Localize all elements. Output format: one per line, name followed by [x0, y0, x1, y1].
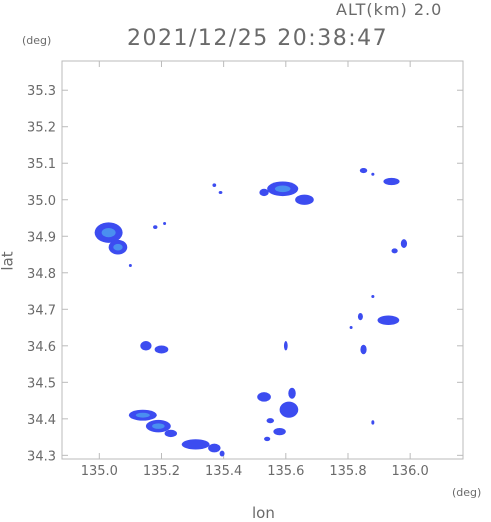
- echo-region: [257, 392, 271, 402]
- y-tick-label: 35.1: [27, 157, 56, 172]
- echo-region: [371, 295, 375, 299]
- echo-region: [377, 315, 400, 325]
- y-tick-label: 34.5: [27, 376, 56, 391]
- echo-region: [218, 190, 223, 194]
- echo-region: [219, 450, 225, 457]
- echo-region: [371, 420, 375, 425]
- timestamp-title: 2021/12/25 20:38:47: [127, 26, 389, 51]
- axis-ticks: 135.0 135.2 135.4 135.6 135.8 136.0 34.3 34.4 34…: [27, 61, 463, 479]
- echo-region: [181, 439, 210, 450]
- echo-region: [295, 194, 314, 205]
- echo-region: [359, 167, 368, 174]
- y-tick-label: 34.7: [27, 303, 56, 318]
- echo-region: [360, 344, 367, 355]
- echo-region: [264, 436, 271, 442]
- x-axis-label: lon: [252, 504, 275, 522]
- y-tick-label: 34.9: [27, 230, 56, 245]
- y-tick-label: 35.0: [27, 194, 56, 209]
- x-unit-label: (deg): [452, 486, 482, 499]
- echo-region: [259, 188, 269, 197]
- echo-region: [154, 345, 169, 354]
- echo-region: [208, 443, 221, 453]
- echo-region: [288, 387, 296, 399]
- echo-core: [274, 185, 291, 193]
- y-tick-label: 34.3: [27, 449, 56, 464]
- echo-region: [140, 341, 152, 351]
- echo-core: [113, 243, 123, 251]
- echo-region: [164, 429, 178, 438]
- echo-region: [283, 341, 288, 351]
- altitude-label: ALT(km) 2.0: [336, 0, 443, 19]
- y-tick-label: 35.2: [27, 121, 56, 136]
- echo-region: [279, 401, 299, 418]
- echo-regions: [94, 167, 408, 457]
- x-tick-label: 135.6: [267, 464, 304, 479]
- x-tick-label: 135.0: [81, 464, 118, 479]
- echo-region: [400, 239, 408, 248]
- y-tick-label: 35.3: [27, 84, 56, 99]
- echo-region: [153, 225, 158, 229]
- x-tick-label: 135.8: [329, 464, 366, 479]
- y-tick-label: 34.6: [27, 340, 56, 355]
- echo-region: [163, 221, 167, 225]
- echo-core: [101, 228, 116, 238]
- echo-region: [391, 248, 398, 254]
- echo-region: [273, 427, 286, 436]
- echo-core: [135, 412, 150, 418]
- echo-region: [212, 183, 217, 187]
- echo-region: [266, 418, 275, 424]
- echo-region: [383, 177, 400, 186]
- x-tick-label: 135.4: [205, 464, 242, 479]
- echo-region: [349, 326, 353, 330]
- x-tick-label: 135.2: [143, 464, 180, 479]
- y-tick-label: 34.4: [27, 413, 56, 428]
- echo-core: [152, 423, 165, 429]
- plot-frame: [61, 60, 464, 460]
- y-tick-label: 34.8: [27, 267, 56, 282]
- echo-region: [357, 312, 363, 321]
- echo-region: [371, 172, 375, 176]
- y-unit-label: (deg): [22, 34, 52, 47]
- echo-region: [128, 263, 132, 267]
- x-tick-label: 136.0: [392, 464, 429, 479]
